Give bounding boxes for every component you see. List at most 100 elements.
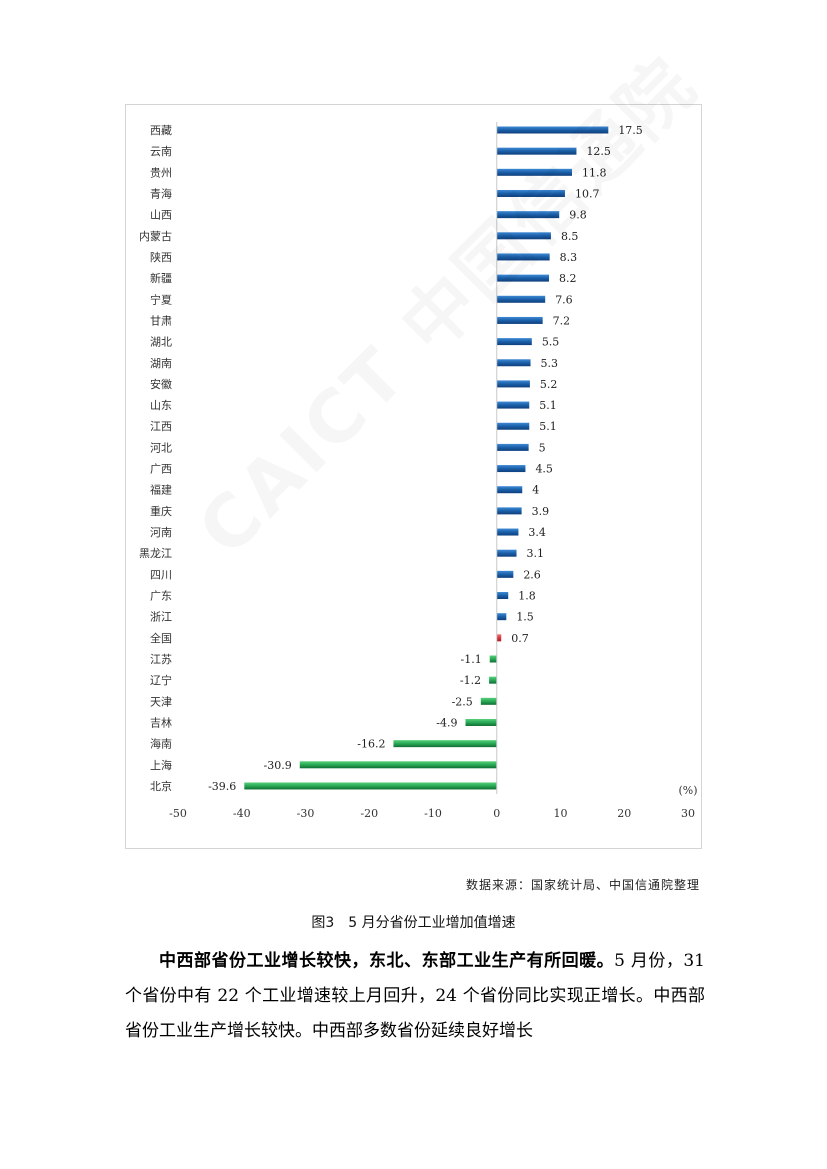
data-label: 5.5	[542, 336, 560, 349]
bar	[496, 253, 550, 261]
x-tick-label: -50	[169, 807, 187, 820]
category-label: 重庆	[150, 504, 172, 518]
bar	[496, 189, 565, 197]
data-label: 4.5	[535, 463, 553, 476]
data-label: -1.2	[460, 674, 481, 687]
category-label: 青海	[150, 186, 172, 200]
category-label: 江苏	[150, 653, 172, 666]
data-label: -16.2	[357, 738, 385, 751]
data-label: 12.5	[586, 145, 611, 158]
data-label: 8.3	[560, 251, 578, 264]
x-tick-label: 30	[681, 807, 695, 820]
bar	[496, 211, 560, 219]
data-label: 1.5	[516, 611, 534, 624]
source-note: 数据来源：国家统计局、中国信通院整理	[465, 878, 700, 892]
body-paragraph: 中西部省份工业增长较快，东北、东部工业生产有所回暖。5 月份，31 个省份中有 …	[125, 944, 705, 1049]
category-label: 辽宁	[150, 673, 172, 687]
bar	[496, 443, 529, 451]
category-label: 云南	[150, 145, 172, 158]
data-label: 3.1	[527, 547, 545, 560]
bar	[244, 782, 497, 790]
chart-frame: 西藏 17.5 云南 12.5 贵州 11.8 青海 10.7 山西 9.8 内蒙古 8.5 陕西 8.3…	[125, 104, 702, 849]
category-label: 上海	[150, 758, 172, 772]
bar	[496, 486, 523, 494]
data-label: 7.2	[553, 314, 571, 327]
category-label: 黑龙江	[139, 547, 172, 560]
bar	[496, 634, 502, 642]
category-label: 河北	[150, 441, 172, 454]
bar	[496, 274, 550, 282]
bar	[465, 718, 497, 726]
category-label: 全国	[150, 631, 172, 645]
data-label: 5.1	[539, 420, 557, 433]
category-label: 西藏	[150, 124, 172, 137]
bar	[496, 338, 532, 346]
category-label: 内蒙古	[139, 229, 172, 243]
unit-label: (%)	[678, 784, 697, 797]
bar	[496, 528, 519, 536]
bar	[496, 507, 522, 515]
data-label: 3.9	[532, 505, 550, 518]
data-label: -2.5	[452, 695, 473, 708]
data-label: 17.5	[618, 124, 643, 137]
x-tick-label: -10	[424, 807, 442, 820]
category-label: 浙江	[150, 611, 172, 624]
data-label: 7.6	[555, 293, 573, 306]
bar	[489, 676, 497, 684]
category-label: 广西	[150, 463, 172, 476]
data-label: 10.7	[575, 187, 600, 200]
data-label: 2.6	[523, 568, 541, 581]
data-label: -4.9	[436, 716, 457, 729]
data-label: 3.4	[528, 526, 546, 539]
bar	[496, 465, 526, 473]
bar	[496, 422, 530, 430]
bar	[480, 697, 497, 705]
bar	[496, 380, 530, 388]
bar	[496, 401, 530, 409]
category-label: 山西	[150, 209, 172, 222]
body-text: 5 月份，31 个省份中有 22 个工业增速较上月回升，24 个省份同比实现正增…	[125, 951, 705, 1041]
x-tick-label: 20	[617, 807, 631, 820]
category-label: 四川	[150, 568, 172, 581]
data-label: 5.1	[539, 399, 557, 412]
bar	[299, 761, 497, 769]
x-tick-label: -20	[360, 807, 378, 820]
bar	[496, 147, 577, 155]
category-label: 广东	[150, 590, 172, 603]
bar	[496, 232, 551, 240]
category-label: 贵州	[150, 166, 172, 179]
category-label: 天津	[150, 695, 172, 708]
data-label: 0.7	[511, 632, 529, 645]
bar	[496, 613, 507, 621]
body-lead-sentence: 中西部省份工业增长较快，东北、东部工业生产有所回暖。	[159, 951, 615, 971]
category-label: 福建	[150, 483, 172, 497]
category-label: 北京	[150, 779, 172, 793]
data-label: 5.2	[540, 378, 558, 391]
bar	[489, 655, 497, 663]
data-label: 8.5	[561, 230, 579, 243]
bar	[496, 549, 517, 557]
bar	[496, 359, 531, 367]
x-tick-label: -30	[297, 807, 315, 820]
category-label: 湖北	[150, 336, 172, 349]
category-label: 吉林	[150, 715, 172, 729]
bar	[496, 592, 509, 600]
bar	[496, 126, 609, 134]
data-label: 5	[539, 441, 546, 454]
province-growth-bar-chart: 西藏 17.5 云南 12.5 贵州 11.8 青海 10.7 山西 9.8 内蒙古 8.5 陕西 8.3…	[139, 122, 698, 820]
data-label: -39.6	[208, 780, 236, 793]
category-label: 陕西	[150, 250, 172, 264]
x-tick-label: 0	[493, 807, 500, 820]
data-label: 5.3	[541, 357, 559, 370]
category-label: 安徽	[150, 377, 172, 391]
bar	[496, 316, 543, 324]
bar	[496, 168, 572, 176]
category-label: 新疆	[150, 271, 172, 285]
bar	[496, 570, 514, 578]
data-label: -1.1	[461, 653, 482, 666]
bar	[496, 295, 546, 303]
category-label: 河南	[150, 526, 172, 539]
category-label: 江西	[150, 420, 172, 433]
x-tick-label: 10	[554, 807, 568, 820]
figure-caption: 图3 5 月分省份工业增加值增速	[311, 915, 516, 931]
